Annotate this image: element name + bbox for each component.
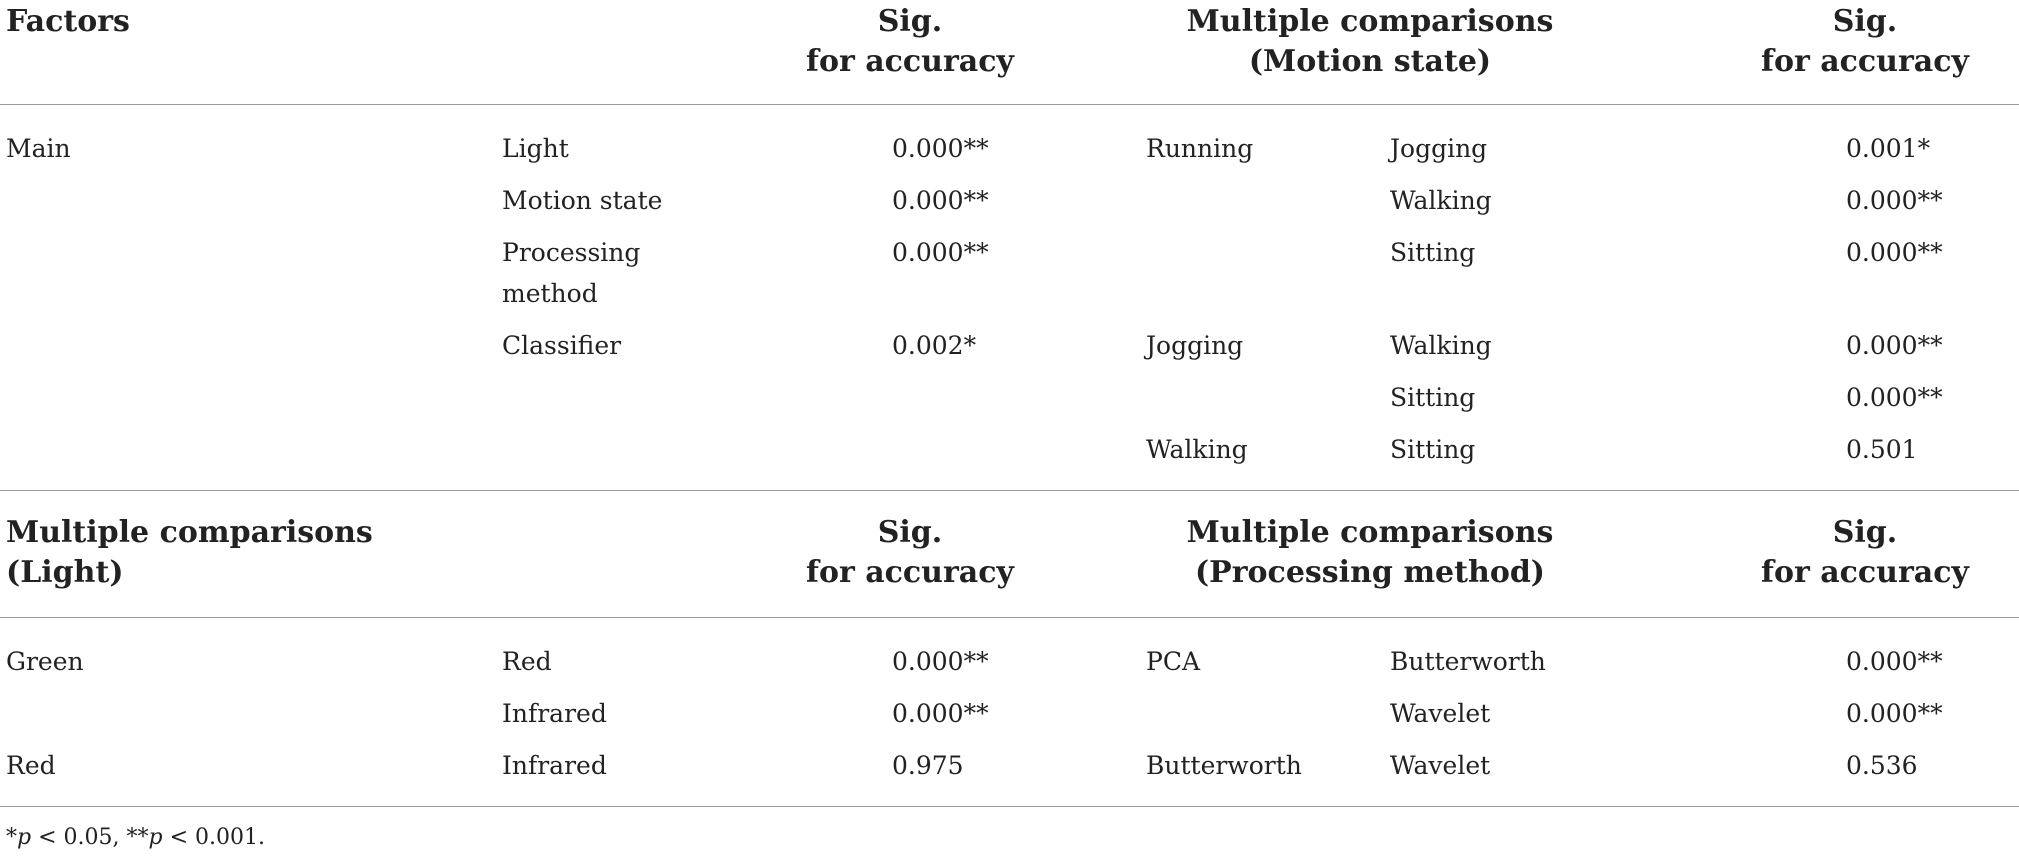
footnote-p1: p — [17, 825, 32, 850]
factor-name-line1: Processing — [502, 238, 641, 267]
processing-sig: 0.536 — [1846, 751, 1918, 780]
header-mc-processing-line1: Multiple comparisons — [1186, 515, 1554, 550]
motion-b: Walking — [1390, 186, 1492, 215]
factor-name: Motion state — [502, 186, 663, 215]
factor-name: Light — [502, 134, 569, 163]
factor-sig: 0.002* — [892, 331, 977, 360]
header-sig-line2: for accuracy — [806, 44, 1014, 79]
light-b: Infrared — [502, 699, 607, 728]
factor-name-line2: method — [502, 279, 598, 308]
header-sig2-line2: for accuracy — [1761, 44, 1969, 79]
processing-b: Wavelet — [1390, 751, 1491, 780]
motion-sig: 0.001* — [1846, 134, 1931, 163]
light-sig: 0.975 — [892, 751, 964, 780]
light-a: Green — [6, 647, 84, 676]
light-a: Red — [6, 751, 56, 780]
footnote: *p < 0.05, **p < 0.001. — [6, 823, 265, 853]
factor-sig: 0.000** — [892, 134, 989, 163]
light-sig: 0.000** — [892, 647, 989, 676]
header-sig-line2: for accuracy — [806, 555, 1014, 590]
header-divider — [0, 104, 2019, 105]
header-factors: Factors — [6, 4, 130, 39]
bottom-rule — [0, 806, 2019, 807]
header-sig-line1: Sig. — [877, 515, 943, 550]
section-divider — [0, 490, 2019, 491]
light-b: Infrared — [502, 751, 607, 780]
processing-a: PCA — [1146, 647, 1201, 676]
header-mc-light-line2: (Light) — [6, 555, 124, 590]
footnote-rest2: < 0.001. — [162, 825, 265, 850]
header-divider — [0, 617, 2019, 618]
processing-sig: 0.000** — [1846, 647, 1943, 676]
light-b: Red — [502, 647, 552, 676]
header-mc-motion-line1: Multiple comparisons — [1186, 4, 1554, 39]
motion-b: Sitting — [1390, 238, 1476, 267]
factor-sig: 0.000** — [892, 238, 989, 267]
motion-a: Jogging — [1146, 331, 1244, 360]
header-sig-line1: Sig. — [877, 4, 943, 39]
header-sig2-line2: for accuracy — [1761, 555, 1969, 590]
footnote-rest1: < 0.05, — [31, 825, 127, 850]
motion-a: Running — [1146, 134, 1254, 163]
header-sig2-line1: Sig. — [1832, 4, 1898, 39]
motion-sig: 0.000** — [1846, 238, 1943, 267]
footnote-p2: p — [148, 825, 163, 850]
header-sig2-line1: Sig. — [1832, 515, 1898, 550]
motion-b: Sitting — [1390, 383, 1476, 412]
factor-name: Classifier — [502, 331, 622, 360]
processing-sig: 0.000** — [1846, 699, 1943, 728]
motion-sig: 0.000** — [1846, 186, 1943, 215]
footnote-star1: * — [6, 825, 17, 850]
motion-b: Jogging — [1390, 134, 1488, 163]
header-mc-motion-line2: (Motion state) — [1248, 44, 1492, 79]
processing-a: Butterworth — [1146, 751, 1302, 780]
header-mc-light-line1: Multiple comparisons — [6, 515, 373, 550]
main-label: Main — [6, 134, 71, 163]
light-sig: 0.000** — [892, 699, 989, 728]
motion-a: Walking — [1146, 435, 1248, 464]
footnote-star2: ** — [126, 825, 149, 850]
motion-sig: 0.000** — [1846, 331, 1943, 360]
processing-b: Butterworth — [1390, 647, 1546, 676]
header-mc-processing-line2: (Processing method) — [1194, 555, 1545, 590]
motion-sig: 0.000** — [1846, 383, 1943, 412]
motion-sig: 0.501 — [1846, 435, 1918, 464]
motion-b: Walking — [1390, 331, 1492, 360]
motion-b: Sitting — [1390, 435, 1476, 464]
factor-sig: 0.000** — [892, 186, 989, 215]
processing-b: Wavelet — [1390, 699, 1491, 728]
